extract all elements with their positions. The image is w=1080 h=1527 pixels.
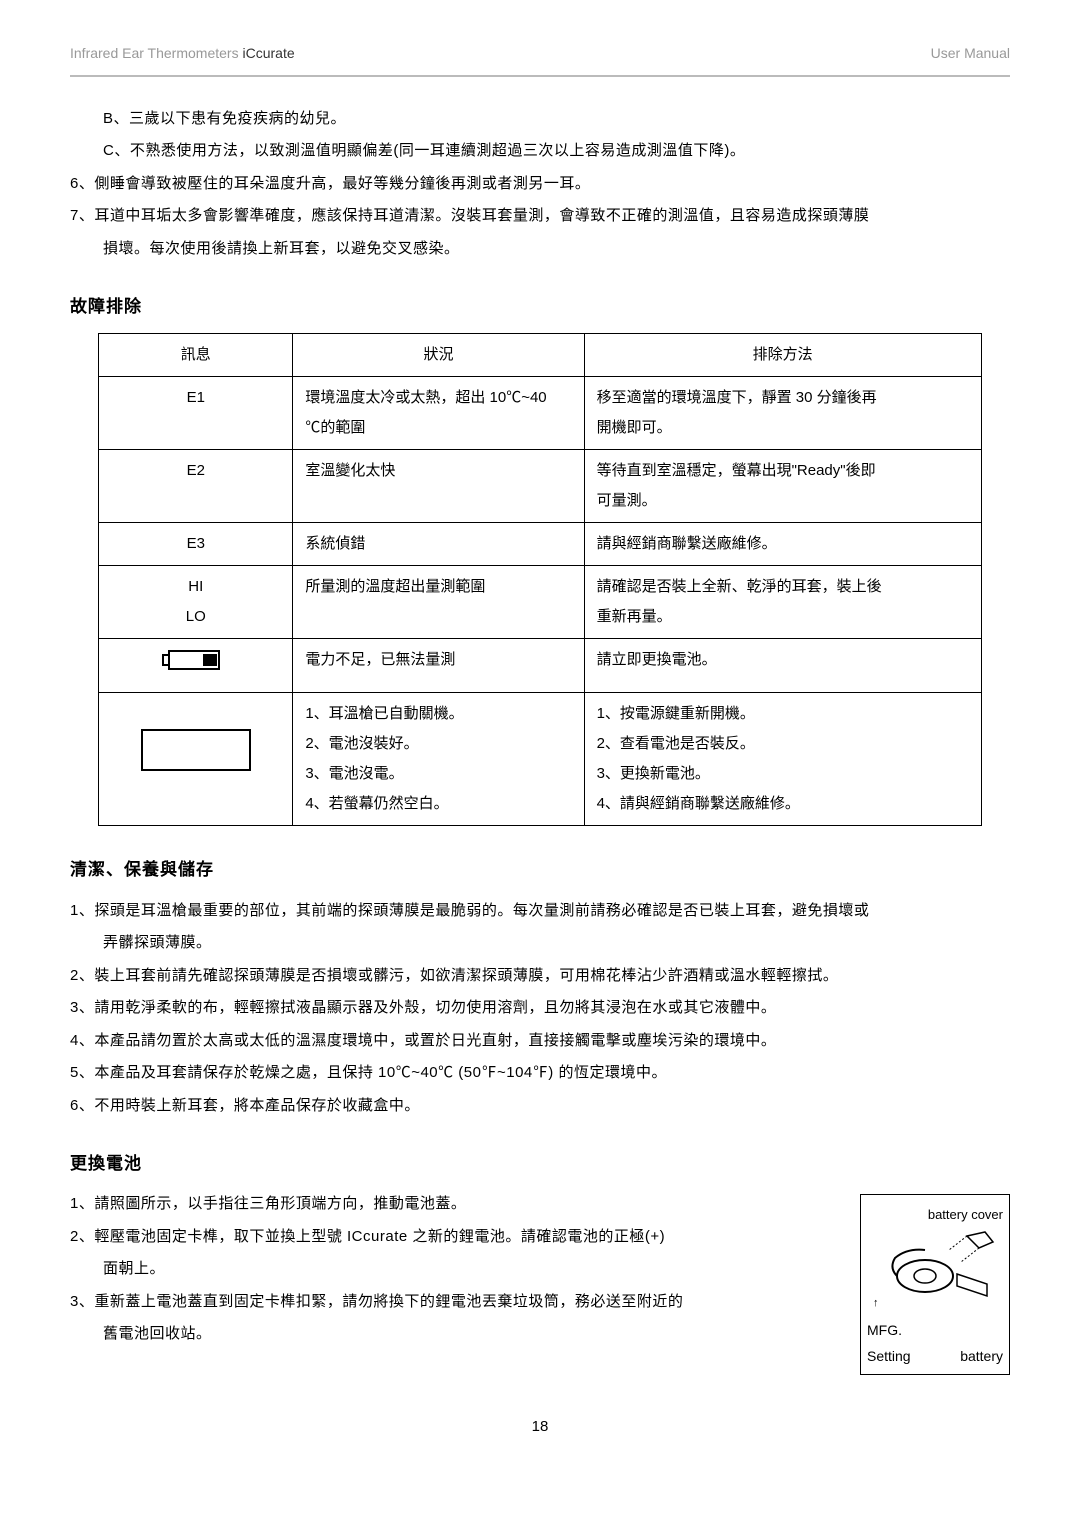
setting-label: Setting xyxy=(867,1343,911,1370)
clean-5: 5、本產品及耳套請保存於乾燥之處，且保持 10℃~40℃ (50℉~104℉) … xyxy=(70,1059,1010,1088)
clean-1a: 1、探頭是耳溫槍最重要的部位，其前端的探頭薄膜是最脆弱的。每次量測前請務必確認是… xyxy=(70,897,1010,926)
note-b: B、三歲以下患有免疫疾病的幼兒。 xyxy=(70,105,1010,134)
low-battery-icon xyxy=(161,645,231,686)
cell-msg: HI LO xyxy=(99,566,293,639)
cell-fix: 1、按電源鍵重新開機。 2、查看電池是否裝反。 3、更換新電池。 4、請與經銷商… xyxy=(584,693,981,826)
cell-fix: 請立即更換電池。 xyxy=(584,639,981,693)
mfg-label: MFG. xyxy=(867,1317,911,1344)
note-6: 6、側睡會導致被壓住的耳朵溫度升高，最好等幾分鐘後再測或者測另一耳。 xyxy=(70,170,1010,199)
table-row: 1、耳溫槍已自動關機。 2、電池沒裝好。 3、電池沒電。 4、若螢幕仍然空白。 … xyxy=(99,693,982,826)
cell-status: 電力不足，已無法量測 xyxy=(293,639,584,693)
clean-4: 4、本產品請勿置於太高或太低的溫濕度環境中，或置於日光直射，直接接觸電擊或塵埃污… xyxy=(70,1027,1010,1056)
list-item: 3、電池沒電。 xyxy=(305,759,571,789)
table-header-row: 訊息 狀況 排除方法 xyxy=(99,334,982,377)
clean-3: 3、請用乾淨柔軟的布，輕輕擦拭液晶顯示器及外殼，切勿使用溶劑，且勿將其浸泡在水或… xyxy=(70,994,1010,1023)
note-7b: 損壞。每次使用後請換上新耳套，以避免交叉感染。 xyxy=(70,235,1010,264)
clean-6: 6、不用時裝上新耳套，將本產品保存於收藏盒中。 xyxy=(70,1092,1010,1121)
diagram-cover-label: battery cover xyxy=(867,1203,1003,1228)
cell-fix: 移至適當的環境溫度下，靜置 30 分鐘後再開機即可。 xyxy=(584,377,981,450)
header-product-name: iCcurate xyxy=(242,45,294,61)
note-7a: 7、耳道中耳垢太多會影響準確度，應該保持耳道清潔。沒裝耳套量測，會導致不正確的測… xyxy=(70,202,1010,231)
battery-diagram: battery cover ↑ MFG. Setting battery xyxy=(860,1194,1010,1375)
table-row: E2 室溫變化太快 等待直到室溫穩定，螢幕出現"Ready"後即可量測。 xyxy=(99,450,982,523)
blank-screen-icon xyxy=(141,729,251,771)
cell-battery-icon xyxy=(99,639,293,693)
col-msg: 訊息 xyxy=(99,334,293,377)
table-row: HI LO 所量測的溫度超出量測範圍 請確認是否裝上全新、乾淨的耳套，裝上後重新… xyxy=(99,566,982,639)
clean-2: 2、裝上耳套前請先確認探頭薄膜是否損壞或髒污，如欲清潔探頭薄膜，可用棉花棒沾少許… xyxy=(70,962,1010,991)
header-product-prefix: Infrared Ear Thermometers xyxy=(70,45,242,61)
cell-msg: E3 xyxy=(99,523,293,566)
cell-msg: E1 xyxy=(99,377,293,450)
troubleshoot-table: 訊息 狀況 排除方法 E1 環境溫度太冷或太熱，超出 10℃~40℃的範圍 移至… xyxy=(98,333,982,826)
list-item: 4、請與經銷商聯繫送廠維修。 xyxy=(597,789,969,819)
cell-status: 系統偵錯 xyxy=(293,523,584,566)
cell-status: 室溫變化太快 xyxy=(293,450,584,523)
cell-status: 所量測的溫度超出量測範圍 xyxy=(293,566,584,639)
list-item: 1、耳溫槍已自動關機。 xyxy=(305,699,571,729)
list-item: 2、查看電池是否裝反。 xyxy=(597,729,969,759)
battery-title: 更換電池 xyxy=(70,1148,1010,1180)
cell-fix: 請與經銷商聯繫送廠維修。 xyxy=(584,523,981,566)
cell-msg: E2 xyxy=(99,450,293,523)
table-row: 電力不足，已無法量測 請立即更換電池。 xyxy=(99,639,982,693)
lo-label: LO xyxy=(111,602,280,632)
list-item: 3、更換新電池。 xyxy=(597,759,969,789)
svg-text:↑: ↑ xyxy=(873,1297,879,1308)
battery-diagram-svg: ↑ xyxy=(867,1228,1003,1308)
list-item: 4、若螢幕仍然空白。 xyxy=(305,789,571,819)
note-c: C、不熟悉使用方法，以致測溫值明顯偏差(同一耳連續測超過三次以上容易造成測溫值下… xyxy=(70,137,1010,166)
header-left: Infrared Ear Thermometers iCcurate xyxy=(70,40,295,67)
header-right: User Manual xyxy=(931,40,1010,67)
cell-status: 1、耳溫槍已自動關機。 2、電池沒裝好。 3、電池沒電。 4、若螢幕仍然空白。 xyxy=(293,693,584,826)
cell-blank-screen-icon xyxy=(99,693,293,826)
hi-label: HI xyxy=(111,572,280,602)
table-row: E3 系統偵錯 請與經銷商聯繫送廠維修。 xyxy=(99,523,982,566)
clean-1b: 弄髒探頭薄膜。 xyxy=(70,929,1010,958)
cell-fix: 請確認是否裝上全新、乾淨的耳套，裝上後重新再量。 xyxy=(584,566,981,639)
col-status: 狀況 xyxy=(293,334,584,377)
cell-status: 環境溫度太冷或太熱，超出 10℃~40℃的範圍 xyxy=(293,377,584,450)
diagram-battery-label: battery xyxy=(960,1343,1003,1370)
diagram-mfg: MFG. Setting xyxy=(867,1317,911,1370)
troubleshoot-title: 故障排除 xyxy=(70,291,1010,323)
clean-title: 清潔、保養與儲存 xyxy=(70,854,1010,886)
list-item: 1、按電源鍵重新開機。 xyxy=(597,699,969,729)
cell-fix: 等待直到室溫穩定，螢幕出現"Ready"後即可量測。 xyxy=(584,450,981,523)
page-number: 18 xyxy=(70,1413,1010,1442)
col-fix: 排除方法 xyxy=(584,334,981,377)
table-row: E1 環境溫度太冷或太熱，超出 10℃~40℃的範圍 移至適當的環境溫度下，靜置… xyxy=(99,377,982,450)
list-item: 2、電池沒裝好。 xyxy=(305,729,571,759)
page-header: Infrared Ear Thermometers iCcurate User … xyxy=(70,40,1010,77)
